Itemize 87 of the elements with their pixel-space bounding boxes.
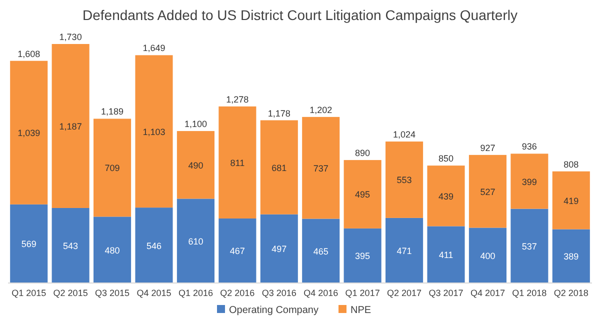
data-label: 1,039 bbox=[18, 128, 40, 138]
x-tick-label: Q3 2016 bbox=[262, 288, 296, 298]
bar bbox=[427, 226, 465, 283]
x-tick-label: Q2 2016 bbox=[220, 288, 255, 298]
data-label: 610 bbox=[188, 236, 204, 246]
bar bbox=[510, 154, 548, 209]
data-label: 480 bbox=[104, 245, 120, 256]
data-label: 553 bbox=[396, 175, 412, 186]
bar bbox=[552, 229, 590, 283]
total-label: 850 bbox=[438, 154, 454, 164]
total-label: 1,278 bbox=[226, 94, 249, 104]
bar bbox=[10, 204, 48, 283]
bar bbox=[52, 208, 90, 283]
data-label: 569 bbox=[21, 239, 36, 250]
bar bbox=[468, 228, 506, 283]
data-label: 537 bbox=[522, 241, 537, 252]
total-label: 1,202 bbox=[310, 104, 332, 115]
bar bbox=[176, 198, 214, 283]
total-label: 1,100 bbox=[184, 119, 207, 130]
x-tick-label: Q1 2015 bbox=[12, 288, 46, 298]
x-tick-label: Q4 2016 bbox=[304, 288, 338, 298]
data-label: 737 bbox=[313, 163, 328, 174]
legend-label: NPE bbox=[350, 305, 372, 316]
bar bbox=[10, 60, 48, 204]
data-label: 527 bbox=[480, 186, 496, 197]
bar bbox=[94, 216, 132, 283]
data-label: 495 bbox=[355, 190, 370, 200]
bar bbox=[552, 171, 590, 230]
total-label: 1,189 bbox=[101, 106, 124, 117]
total-label: 1,608 bbox=[18, 48, 40, 59]
bar bbox=[52, 44, 90, 208]
total-label: 1,649 bbox=[142, 43, 166, 54]
bar bbox=[386, 142, 424, 218]
bar bbox=[260, 120, 298, 214]
data-label: 497 bbox=[272, 244, 287, 254]
chart-title: Defendants Added to US District Court Litigation Campaigns Quarterly bbox=[82, 7, 518, 23]
bar bbox=[427, 166, 465, 226]
bar bbox=[510, 208, 548, 283]
x-tick-label: Q3 2017 bbox=[428, 288, 464, 298]
bar bbox=[344, 160, 382, 228]
total-label: 1,730 bbox=[59, 32, 82, 42]
total-label: 1,024 bbox=[393, 130, 416, 140]
bar bbox=[386, 218, 424, 283]
bar bbox=[218, 218, 256, 283]
x-tick-label: Q2 2017 bbox=[387, 288, 422, 298]
bar bbox=[135, 55, 173, 208]
data-label: 439 bbox=[438, 191, 454, 202]
data-label: 490 bbox=[188, 160, 204, 170]
total-label: 808 bbox=[564, 159, 579, 170]
x-tick-label: Q1 2018 bbox=[512, 288, 547, 298]
bar bbox=[302, 218, 340, 283]
x-tick-label: Q1 2016 bbox=[178, 288, 213, 298]
total-label: 890 bbox=[355, 148, 370, 158]
bar bbox=[176, 131, 214, 199]
bar bbox=[94, 118, 132, 217]
data-label: 546 bbox=[146, 240, 162, 251]
data-label: 395 bbox=[355, 251, 370, 262]
data-label: 389 bbox=[564, 252, 579, 262]
data-label: 709 bbox=[104, 163, 120, 174]
data-label: 399 bbox=[522, 176, 537, 187]
data-label: 543 bbox=[63, 240, 78, 251]
total-label: 927 bbox=[480, 142, 496, 153]
bar bbox=[344, 228, 382, 283]
bar bbox=[260, 214, 298, 283]
legend-label: Operating Company bbox=[229, 305, 318, 316]
x-tick-label: Q2 2015 bbox=[53, 288, 88, 298]
bar bbox=[302, 116, 340, 219]
data-label: 1,103 bbox=[142, 126, 166, 137]
total-label: 936 bbox=[522, 142, 537, 152]
x-tick-label: Q4 2015 bbox=[136, 288, 172, 298]
data-label: 419 bbox=[564, 196, 579, 206]
data-label: 811 bbox=[230, 158, 245, 168]
data-label: 471 bbox=[396, 246, 412, 256]
data-label: 465 bbox=[313, 246, 328, 256]
total-label: 1,178 bbox=[268, 108, 290, 118]
x-tick-label: Q2 2018 bbox=[554, 288, 588, 298]
data-label: 1,187 bbox=[59, 121, 82, 132]
data-label: 400 bbox=[480, 250, 496, 261]
x-tick-label: Q4 2017 bbox=[470, 288, 505, 298]
data-label: 681 bbox=[272, 162, 287, 173]
bar bbox=[218, 106, 256, 218]
bar bbox=[468, 154, 506, 228]
x-tick-label: Q1 2017 bbox=[345, 288, 380, 298]
data-label: 411 bbox=[438, 250, 454, 260]
data-label: 467 bbox=[230, 246, 245, 256]
bar bbox=[135, 208, 173, 283]
x-tick-label: Q3 2015 bbox=[95, 288, 130, 298]
